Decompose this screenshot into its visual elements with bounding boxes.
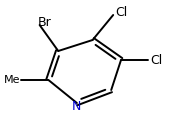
Text: Cl: Cl	[151, 54, 163, 66]
Text: N: N	[72, 99, 82, 113]
Text: Me: Me	[3, 75, 20, 85]
Text: Cl: Cl	[115, 6, 127, 19]
Text: Br: Br	[38, 17, 51, 30]
